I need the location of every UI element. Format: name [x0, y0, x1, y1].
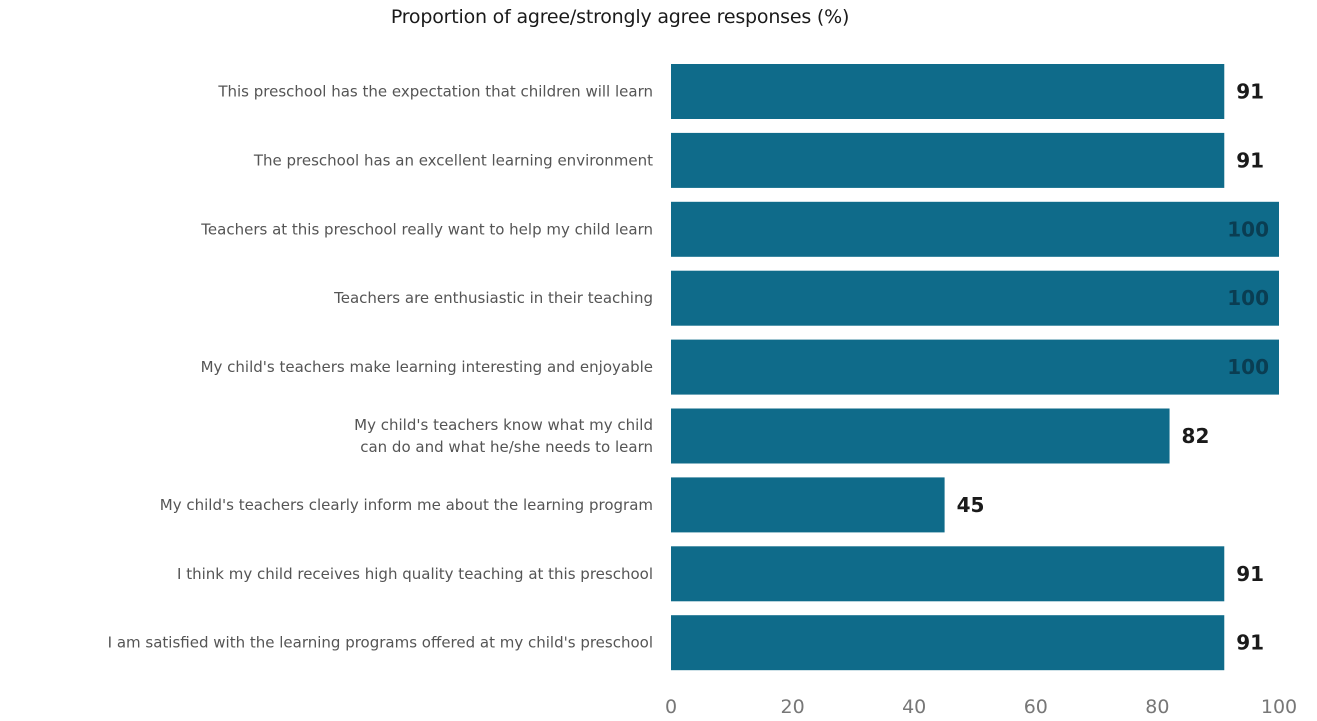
bar-9 — [671, 615, 1225, 671]
bar-5 — [671, 339, 1279, 395]
category-label-8: I think my child receives high quality t… — [177, 565, 653, 583]
x-tick-label-80: 80 — [1145, 696, 1169, 718]
value-label-9: 91 — [1236, 631, 1264, 655]
bar-3 — [671, 201, 1279, 257]
category-label-6-line-1: My child's teachers know what my child — [354, 416, 653, 434]
value-label-8: 91 — [1236, 562, 1264, 586]
category-label-6-line-2: can do and what he/she needs to learn — [360, 438, 653, 456]
value-label-2: 91 — [1236, 148, 1264, 172]
x-tick-label-20: 20 — [781, 696, 805, 718]
category-label-7: My child's teachers clearly inform me ab… — [160, 496, 653, 514]
category-label-3: Teachers at this preschool really want t… — [200, 220, 653, 238]
category-label-4: Teachers are enthusiastic in their teach… — [333, 289, 653, 307]
value-label-6: 82 — [1182, 424, 1210, 448]
bar-4 — [671, 270, 1279, 326]
bars-layer — [671, 64, 1279, 671]
value-label-4: 100 — [1227, 286, 1269, 310]
x-tick-label-0: 0 — [665, 696, 677, 718]
x-axis-ticks: 0 20 40 60 80 100 — [665, 696, 1297, 718]
value-label-5: 100 — [1227, 355, 1269, 379]
chart-title: Proportion of agree/strongly agree respo… — [390, 6, 850, 28]
bar-1 — [671, 64, 1225, 119]
x-tick-label-100: 100 — [1261, 696, 1297, 718]
category-label-9: I am satisfied with the learning program… — [108, 634, 653, 652]
bar-6 — [671, 408, 1170, 464]
value-label-1: 91 — [1236, 80, 1264, 104]
category-label-5: My child's teachers make learning intere… — [201, 358, 653, 376]
x-tick-label-60: 60 — [1024, 696, 1048, 718]
value-labels: 91 91 100 100 100 82 45 91 91 — [957, 80, 1269, 655]
bar-2 — [671, 132, 1225, 188]
x-tick-label-40: 40 — [902, 696, 926, 718]
bar-7 — [671, 477, 945, 533]
bar-8 — [671, 546, 1225, 602]
category-labels: This preschool has the expectation that … — [108, 83, 653, 652]
category-label-2: The preschool has an excellent learning … — [253, 151, 653, 169]
category-label-1: This preschool has the expectation that … — [217, 83, 653, 101]
value-label-7: 45 — [957, 493, 985, 517]
value-label-3: 100 — [1227, 217, 1269, 241]
